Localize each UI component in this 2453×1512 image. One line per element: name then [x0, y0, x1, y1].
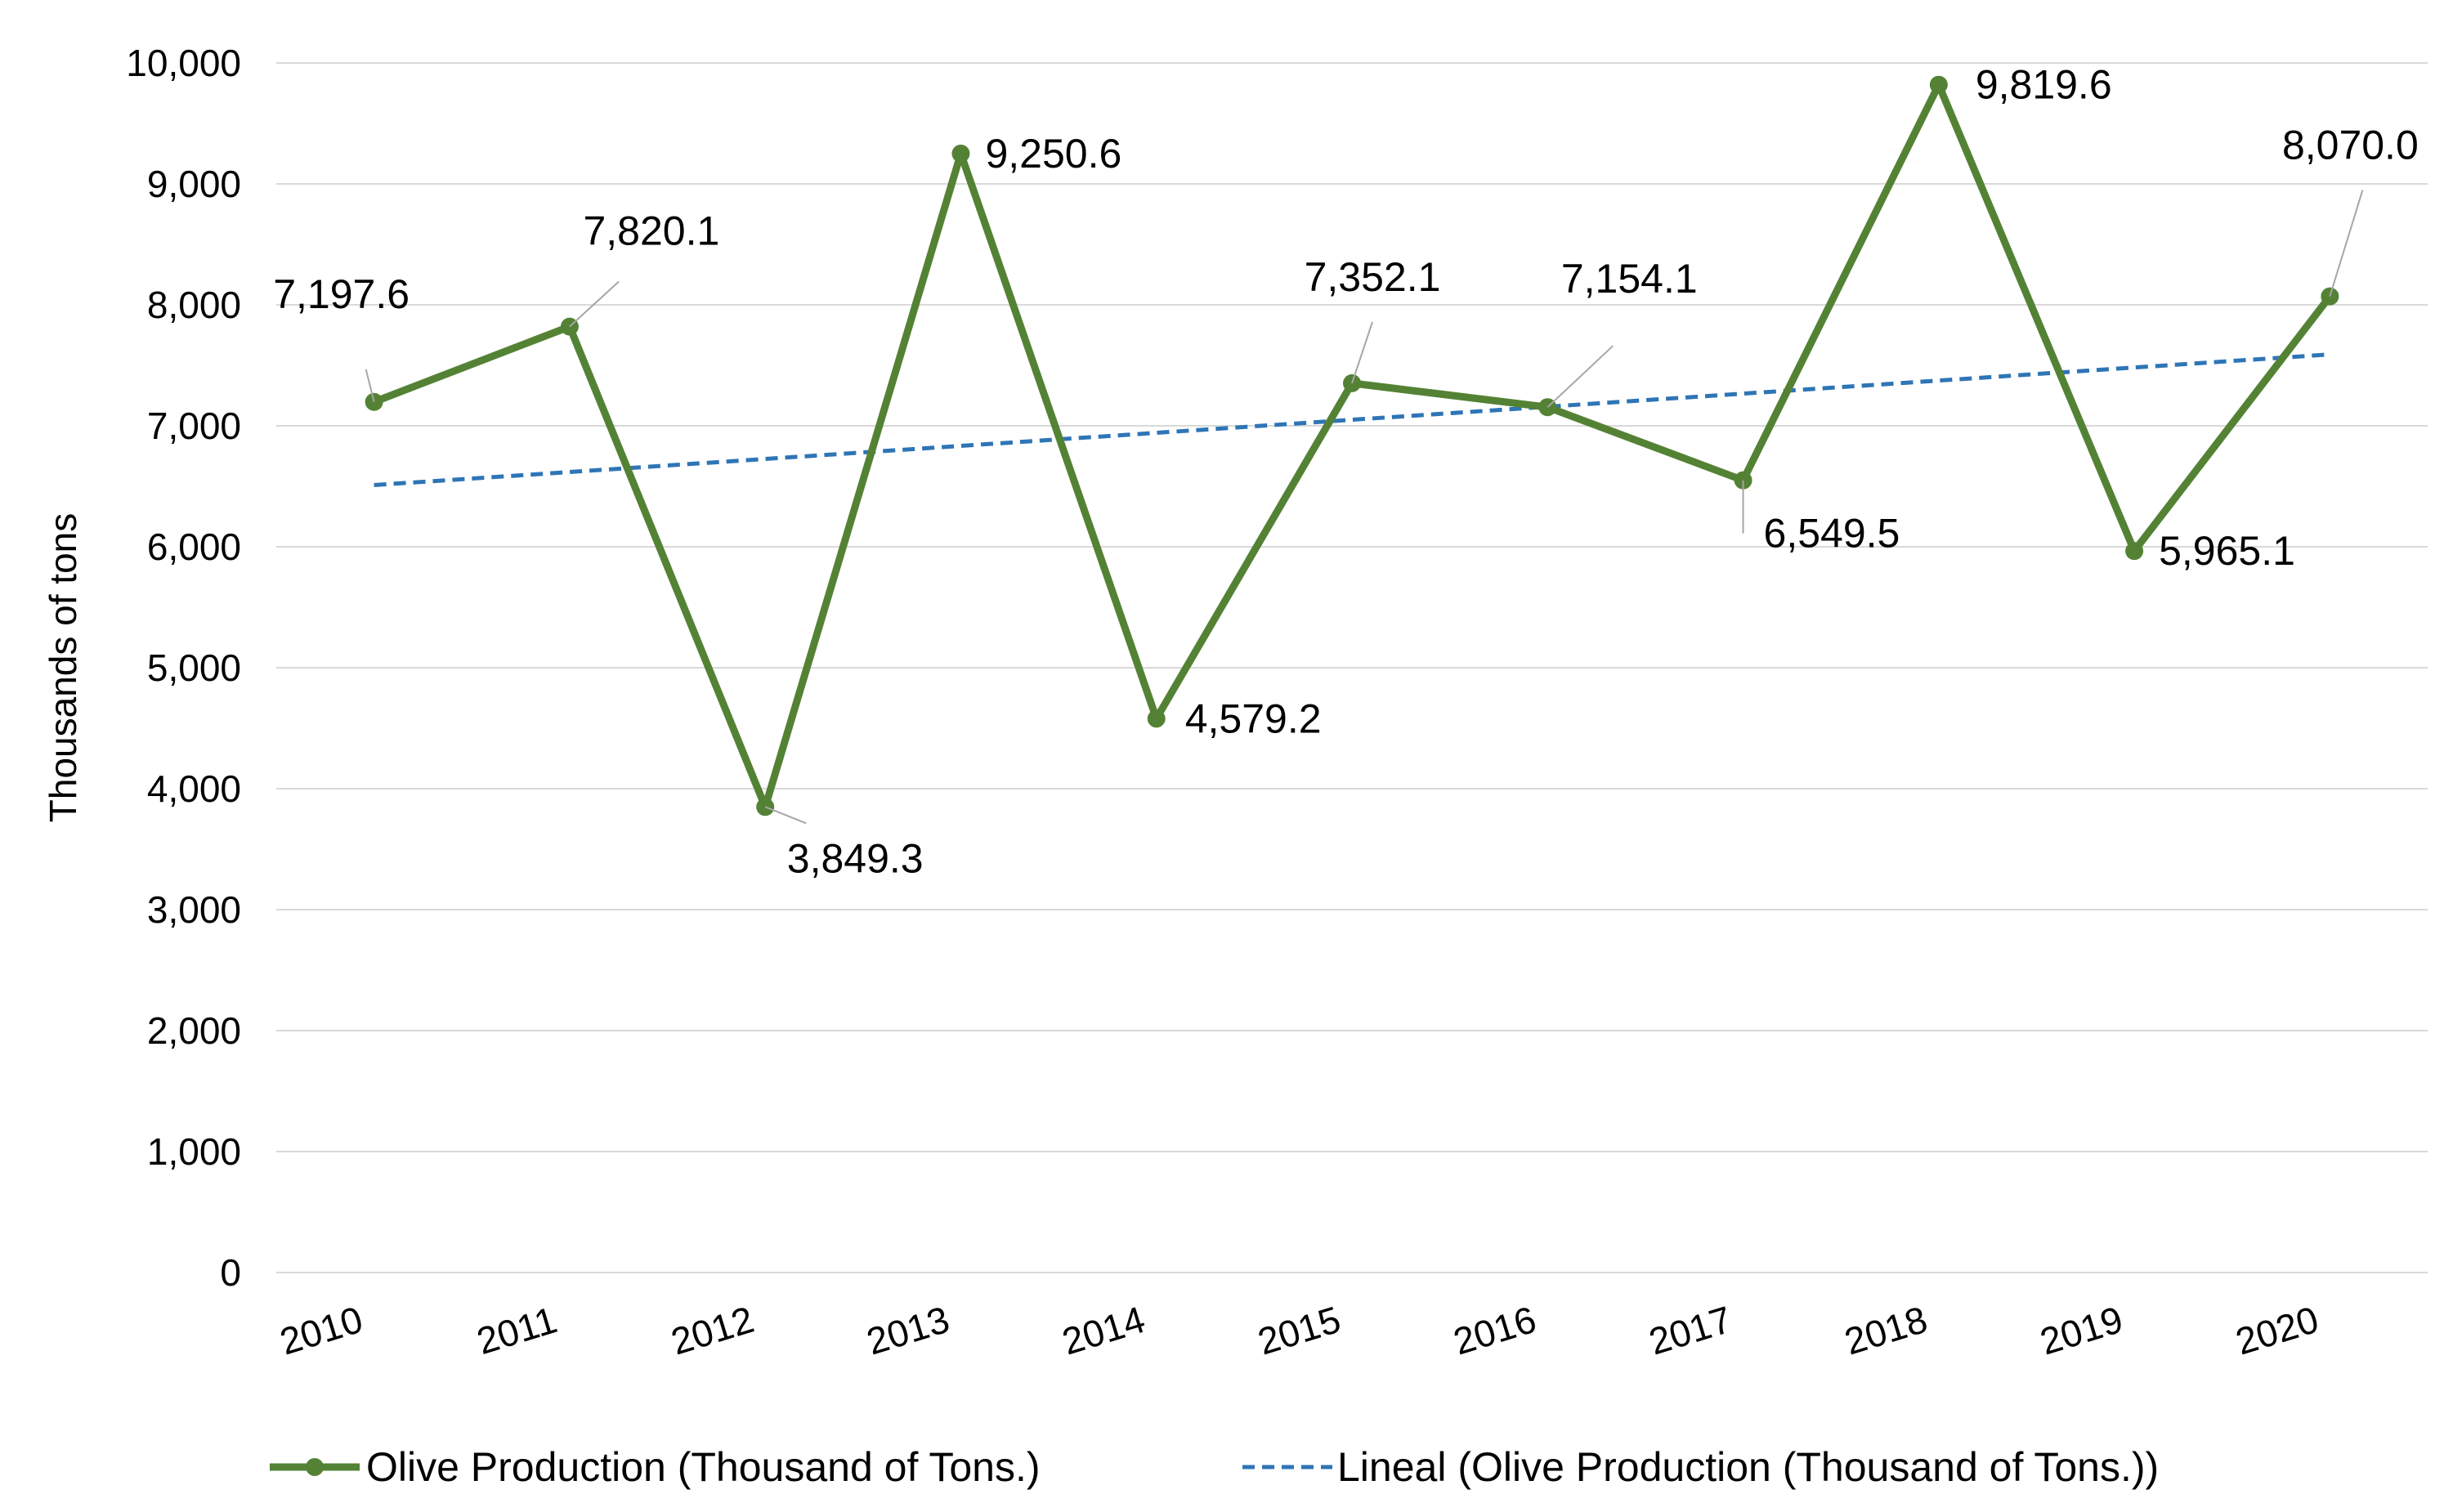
data-label-2019: 5,965.1 — [2159, 528, 2295, 574]
data-label-2011: 7,820.1 — [583, 208, 719, 254]
y-tick-label: 1,000 — [147, 1130, 241, 1173]
data-point-2018 — [1929, 75, 1948, 94]
x-tick-label: 2017 — [1644, 1298, 1736, 1363]
legend-olive-production-label: Olive Production (Thousand of Tons.) — [366, 1444, 1041, 1490]
trendline-path — [374, 352, 2330, 488]
x-tick-label: 2013 — [862, 1298, 954, 1363]
x-tick-label: 2020 — [2231, 1298, 2323, 1363]
gridlines — [276, 62, 2428, 1273]
y-tick-label: 8,000 — [147, 284, 241, 326]
series-olive-production — [365, 75, 2339, 816]
y-axis-ticks: 0 1,000 2,000 3,000 4,000 5,000 6,000 7,000 8,00… — [126, 42, 241, 1294]
legend: Olive Production (Thousand of Tons.) Lin… — [270, 1444, 2159, 1490]
leader-line — [569, 280, 620, 328]
legend-trendline-label: Lineal (Olive Production (Thousand of To… — [1337, 1444, 2159, 1490]
y-tick-label: 0 — [220, 1251, 241, 1294]
x-tick-label: 2018 — [1840, 1298, 1932, 1363]
data-labels: 7,197.6 7,820.1 3,849.3 9,250.6 4,579.2 7,352… — [273, 62, 2419, 882]
x-tick-label: 2014 — [1058, 1298, 1150, 1363]
y-axis-label: Thousands of tons — [42, 513, 84, 822]
y-tick-label: 2,000 — [147, 1009, 241, 1052]
data-label-2016: 7,154.1 — [1561, 256, 1698, 302]
y-tick-label: 7,000 — [147, 405, 241, 447]
data-label-2013: 9,250.6 — [985, 131, 1121, 177]
data-label-2015: 7,352.1 — [1305, 254, 1441, 300]
x-axis-ticks: 2010 2011 2012 2013 2014 2015 2016 2017 2018 2019… — [275, 1298, 2323, 1363]
y-tick-label: 3,000 — [147, 888, 241, 931]
data-label-2014: 4,579.2 — [1185, 696, 1322, 741]
data-point-2014 — [1147, 709, 1166, 728]
y-tick-label: 4,000 — [147, 767, 241, 810]
leader-line — [1547, 345, 1614, 408]
x-tick-label: 2016 — [1448, 1298, 1541, 1363]
x-tick-label: 2019 — [2035, 1298, 2128, 1363]
leader-line — [1351, 321, 1373, 384]
trendline — [374, 352, 2330, 488]
data-point-2013 — [951, 144, 970, 163]
data-label-2018: 9,819.6 — [1976, 62, 2112, 108]
y-tick-label: 9,000 — [147, 163, 241, 205]
x-tick-label: 2010 — [275, 1298, 367, 1363]
y-tick-label: 10,000 — [126, 42, 241, 84]
y-tick-label: 5,000 — [147, 646, 241, 689]
legend-olive-production-marker — [306, 1458, 324, 1476]
x-tick-label: 2011 — [472, 1298, 562, 1362]
series-line — [373, 81, 2333, 811]
data-label-2020: 8,070.0 — [2282, 123, 2419, 168]
leader-line — [2329, 190, 2364, 297]
data-label-2012: 3,849.3 — [787, 835, 924, 881]
leader-line — [764, 806, 807, 825]
x-tick-label: 2015 — [1253, 1298, 1345, 1363]
x-tick-label: 2012 — [666, 1298, 759, 1363]
y-tick-label: 6,000 — [147, 526, 241, 568]
leader-line — [365, 369, 375, 402]
data-point-2019 — [2125, 542, 2144, 561]
data-label-2010: 7,197.6 — [273, 271, 410, 317]
data-label-2017: 6,549.5 — [1764, 511, 1900, 557]
